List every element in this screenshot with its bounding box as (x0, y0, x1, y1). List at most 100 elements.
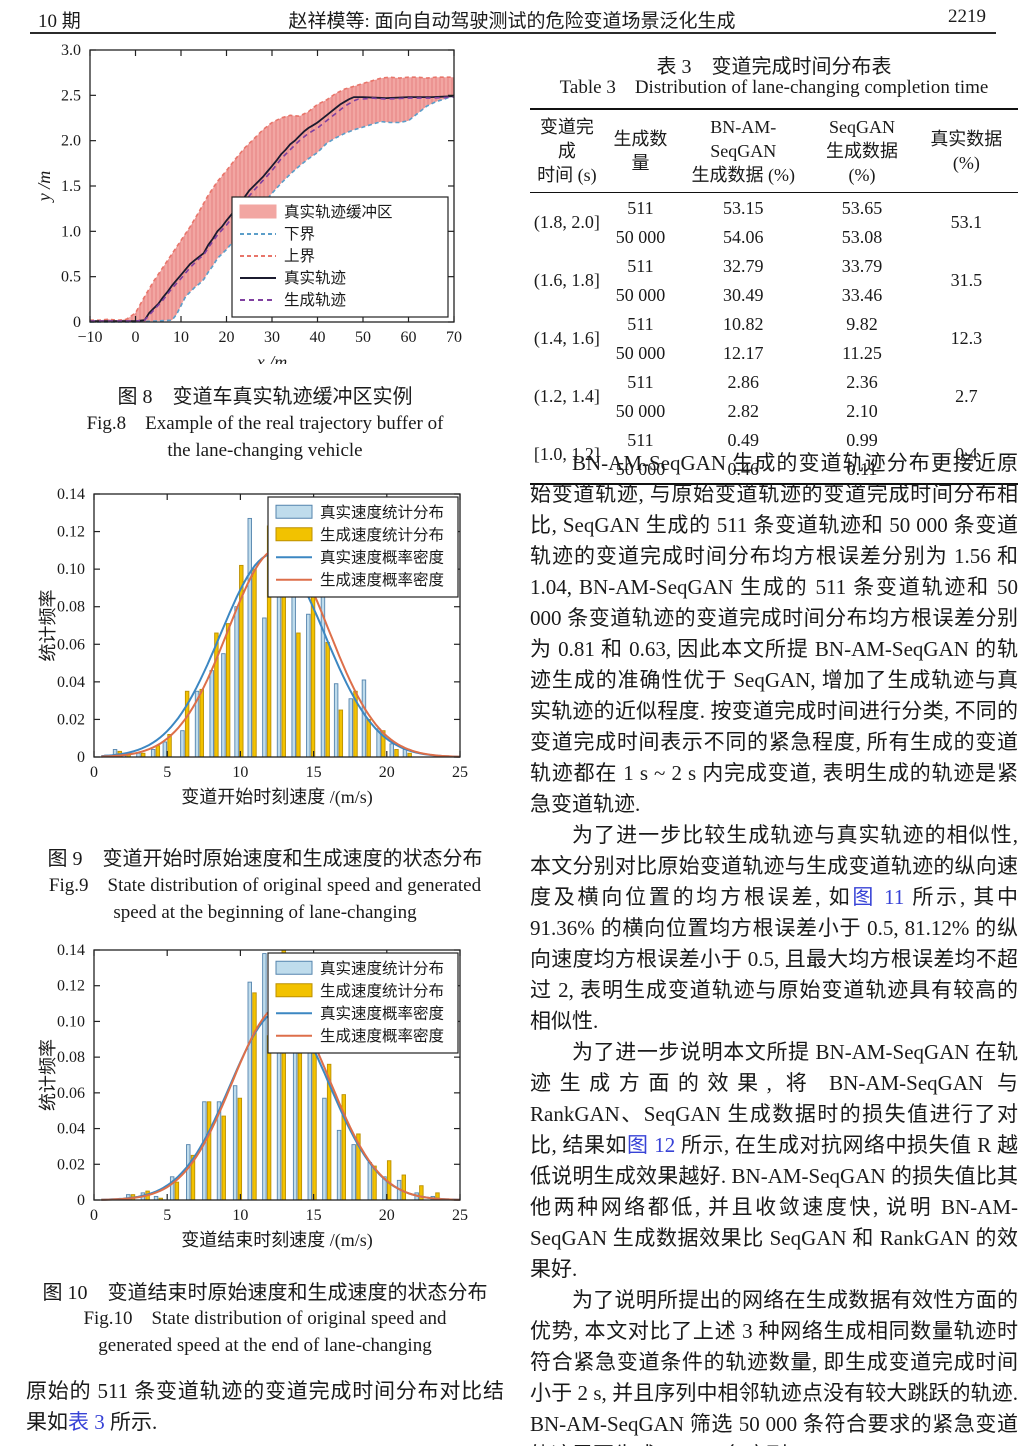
table-cell: 50 000 (615, 342, 666, 363)
figure9-caption-zh: 图 9 变道开始时原始速度和生成速度的状态分布 (47, 848, 483, 870)
svg-text:真实轨迹: 真实轨迹 (284, 269, 346, 287)
table-row: 50 000 54.06 53.08 (530, 222, 1018, 251)
svg-text:真实速度概率密度: 真实速度概率密度 (320, 1004, 444, 1022)
figure10-caption-zh: 图 10 变道结束时原始速度和生成速度的状态分布 (42, 1282, 488, 1304)
paragraph: 为了进一步比较生成轨迹与真实轨迹的相似性, 本文分别对比原始变道轨迹与生成变道轨… (530, 820, 1018, 1037)
caption-line: Fig.9 State distribution of original spe… (48, 875, 482, 896)
svg-text:真实速度统计分布: 真实速度统计分布 (320, 959, 444, 977)
svg-text:生成速度概率密度: 生成速度概率密度 (320, 571, 444, 589)
caption-line: the lane-changing vehicle (167, 440, 363, 461)
svg-text:x /m: x /m (256, 352, 288, 364)
table-cell: 2.10 (846, 400, 878, 421)
svg-text:0.5: 0.5 (61, 269, 81, 286)
table-cell: 50 000 (615, 400, 666, 421)
table-cell: 53.15 (722, 197, 764, 218)
table-row: 50 000 12.17 11.25 (530, 338, 1018, 367)
table-cell: 10.82 (722, 313, 764, 334)
left-column-paragraph: 原始的 511 条变道轨迹的变道完成时间分布对比结果如表 3 所示. (26, 1376, 504, 1438)
svg-text:2.5: 2.5 (61, 87, 81, 104)
svg-text:0: 0 (90, 764, 98, 781)
svg-text:2.0: 2.0 (61, 133, 81, 150)
caption-line: generated speed at the end of lane-chang… (98, 1335, 432, 1356)
svg-text:生成速度概率密度: 生成速度概率密度 (320, 1027, 444, 1045)
svg-text:0.12: 0.12 (57, 978, 85, 995)
table-cell: 11.25 (842, 342, 882, 363)
table-cell-real: 53.1 (950, 212, 983, 232)
svg-text:0: 0 (90, 1207, 98, 1224)
svg-text:统计频率: 统计频率 (38, 590, 58, 662)
table3-caption-en: Table 3 Distribution of lane-changing co… (559, 77, 989, 98)
svg-text:10: 10 (173, 329, 189, 346)
svg-text:0.10: 0.10 (57, 561, 85, 578)
text-segment: 原始的 511 条变道轨迹的变道完成时间分布对比结果如 (26, 1379, 504, 1434)
svg-text:生成速度统计分布: 生成速度统计分布 (320, 982, 444, 1000)
table-cell: 9.82 (846, 313, 878, 334)
table-cell: 0.11 (846, 458, 878, 479)
caption-line: speed at the beginning of lane-changing (113, 902, 417, 923)
table-column-header: BN-AM-SeqGAN 生成数据 (%) (677, 109, 810, 193)
table-row: 50 000 30.49 33.46 (530, 280, 1018, 309)
journal-issue: 10 期 (38, 11, 81, 32)
caption-line: Fig.10 State distribution of original sp… (83, 1308, 447, 1329)
text-segment: 所示, 其中 91.36% 的横向位置均方根误差小于 0.5, 81.12% 的… (530, 885, 1018, 1033)
paragraph: 为了说明所提出的网络在生成数据有效性方面的优势, 本文对比了上述 3 种网络生成… (530, 1285, 1018, 1446)
svg-text:0.14: 0.14 (57, 486, 85, 503)
table3-caption-zh: 表 3 变道完成时间分布表 (656, 56, 892, 78)
svg-text:0.08: 0.08 (57, 599, 85, 616)
table-cell-range: (1.6, 1.8] (533, 270, 600, 290)
text-segment: BN-AM-SeqGAN 生成的变道轨迹分布更接近原始变道轨迹, 与原始变道轨迹… (530, 451, 1018, 816)
table-cell: 511 (627, 255, 654, 276)
svg-text:25: 25 (452, 764, 468, 781)
table-cell-real: 12.3 (950, 328, 983, 348)
table-cell: 50 000 (615, 458, 666, 479)
svg-text:统计频率: 统计频率 (38, 1039, 58, 1111)
svg-text:生成速度统计分布: 生成速度统计分布 (320, 526, 444, 544)
figure10-histogram-chart: 0 5 10 15 20 25 0 0.02 0.04 0.06 0.08 0.10 0.12 0.14 变… (38, 942, 468, 1251)
table-cell: 30.49 (722, 284, 764, 305)
table-column-header: 生成数量 (603, 109, 678, 193)
table3-body: (1.8, 2.0] 511 53.15 53.65 53.1 50 000 54.06 53… (530, 193, 1018, 485)
svg-text:真实速度统计分布: 真实速度统计分布 (320, 503, 444, 521)
table-cell-range: [1.0, 1.2] (533, 444, 600, 464)
svg-text:0.08: 0.08 (57, 1049, 85, 1066)
svg-text:0.06: 0.06 (57, 636, 85, 653)
table-row: (1.8, 2.0] 511 53.15 53.65 53.1 (530, 193, 1018, 233)
cross-ref-link[interactable]: 图 11 (852, 885, 905, 909)
svg-text:50: 50 (355, 329, 371, 346)
svg-text:0.12: 0.12 (57, 524, 85, 541)
table-cell: 511 (627, 313, 654, 334)
svg-text:20: 20 (379, 764, 395, 781)
svg-text:−10: −10 (77, 329, 102, 346)
table-cell-real: 0.4 (955, 444, 978, 464)
table-row: (1.2, 1.4] 511 2.86 2.36 2.7 (530, 367, 1018, 407)
table-cell: 53.08 (841, 226, 883, 247)
table-column-header: 真实数据 (%) (914, 109, 1018, 193)
cross-ref-link[interactable]: 表 3 (68, 1410, 105, 1434)
running-title: 赵祥模等: 面向自动驾驶测试的危险变道场景泛化生成 (288, 11, 736, 32)
cross-ref-link[interactable]: 图 12 (627, 1133, 676, 1157)
svg-text:25: 25 (452, 1207, 468, 1224)
caption-line: Fig.8 Example of the real trajectory buf… (86, 413, 444, 434)
page-number: 2219 (948, 6, 986, 27)
table-cell: 53.65 (841, 197, 883, 218)
table-cell-range: (1.8, 2.0] (533, 212, 600, 232)
table-row: (1.6, 1.8] 511 32.79 33.79 31.5 (530, 251, 1018, 291)
figure10-caption-en: Fig.10 State distribution of original sp… (26, 1305, 504, 1359)
svg-text:1.5: 1.5 (61, 178, 81, 195)
table-cell: 50 000 (615, 284, 666, 305)
svg-text:变道结束时刻速度 /(m/s): 变道结束时刻速度 /(m/s) (181, 1230, 373, 1251)
svg-text:y /m: y /m (34, 171, 54, 204)
svg-text:15: 15 (306, 1207, 322, 1224)
table3-header: 变道完成 时间 (s) 生成数量 BN-AM-SeqGAN 生成数据 (%) SeqGAN… (530, 109, 1018, 193)
figure8-caption-en: Fig.8 Example of the real trajectory buf… (26, 410, 504, 464)
svg-text:30: 30 (264, 329, 280, 346)
table-cell-real: 2.7 (955, 386, 978, 406)
svg-text:10: 10 (232, 764, 248, 781)
table-cell: 0.46 (727, 458, 759, 479)
text-segment: 所示. (104, 1410, 158, 1434)
svg-text:0.10: 0.10 (57, 1013, 85, 1030)
svg-text:0.14: 0.14 (57, 942, 85, 959)
table-cell: 33.79 (841, 255, 883, 276)
